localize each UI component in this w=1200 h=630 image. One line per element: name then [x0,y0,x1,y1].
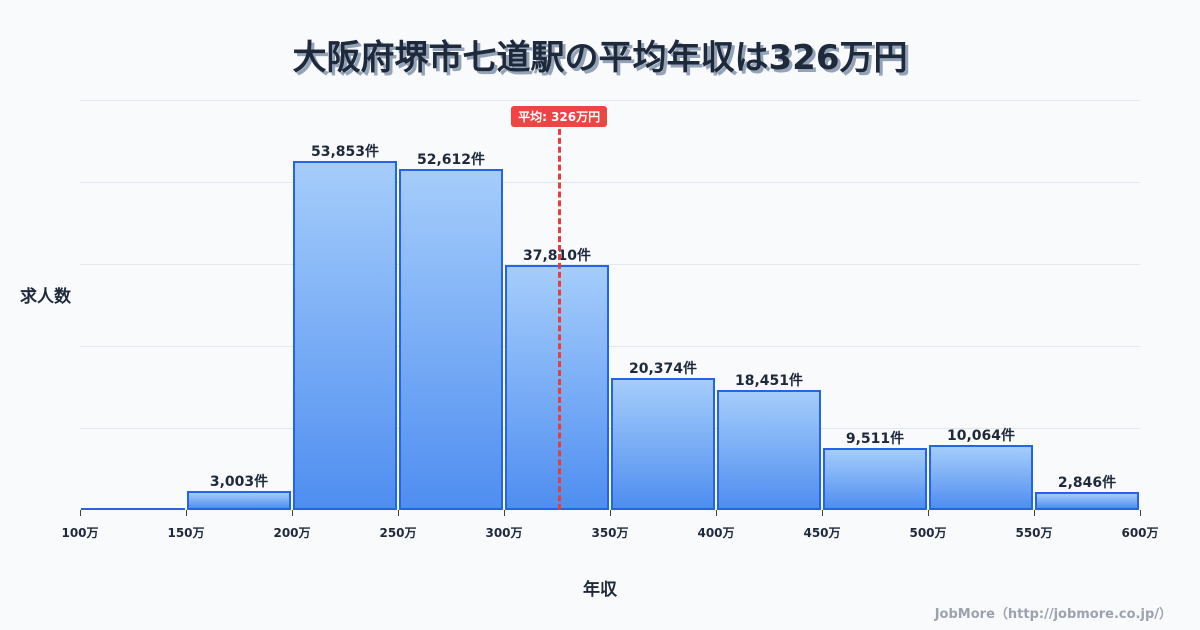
mean-badge: 平均: 326万円 [511,106,608,127]
x-tick-label: 100万 [61,526,99,540]
x-tick [80,510,81,516]
x-tick [398,510,399,516]
histogram-bar [81,508,185,510]
chart-title: 大阪府堺市七道駅の平均年収は326万円 [292,38,908,78]
x-tick-label: 200万 [273,526,311,540]
x-tick-label: 450万 [803,526,841,540]
x-axis-label: 年収 [583,580,617,600]
x-tick [1034,510,1035,516]
x-tick [822,510,823,516]
histogram-bar [187,490,291,510]
x-tick-label: 250万 [379,526,417,540]
histogram-bar [399,169,503,510]
gridline [80,346,1140,347]
bar-value-label: 2,846件 [1057,474,1117,491]
histogram-bar [823,448,927,510]
bar-value-label: 37,810件 [522,247,592,264]
x-tick [1140,510,1141,516]
bar-value-label: 18,451件 [734,373,804,390]
mean-line [558,120,562,510]
gridline [80,182,1140,183]
y-axis-label: 求人数 [20,287,71,307]
histogram-bar [505,265,609,510]
x-tick-label: 600万 [1121,526,1159,540]
gridline [80,264,1140,265]
bar-value-label: 9,511件 [845,431,905,448]
x-tick-label: 150万 [167,526,205,540]
histogram-bar [1035,491,1139,510]
bar-value-label: 10,064件 [946,427,1016,444]
x-tick [716,510,717,516]
bar-value-label: 3,003件 [209,473,269,490]
source-credit: JobMore（http://jobmore.co.jp/） [934,607,1172,622]
x-tick [928,510,929,516]
histogram-bar [717,390,821,510]
x-tick [292,510,293,516]
gridline [80,428,1140,429]
bar-value-label: 53,853件 [310,144,380,161]
x-tick-label: 500万 [909,526,947,540]
histogram-bar [611,377,715,510]
x-tick-label: 300万 [485,526,523,540]
histogram-bar [293,161,397,510]
histogram-bar [929,444,1033,510]
x-tick-label: 550万 [1015,526,1053,540]
x-tick-label: 350万 [591,526,629,540]
plot-area: 3,003件 53,853件 52,612件 37,810件 20,374件 18,451… [80,100,1140,510]
bar-value-label: 52,612件 [416,152,486,169]
gridline [80,100,1140,101]
bar-value-label: 20,374件 [628,360,698,377]
x-tick [610,510,611,516]
x-tick-label: 400万 [697,526,735,540]
x-tick [186,510,187,516]
x-tick [504,510,505,516]
